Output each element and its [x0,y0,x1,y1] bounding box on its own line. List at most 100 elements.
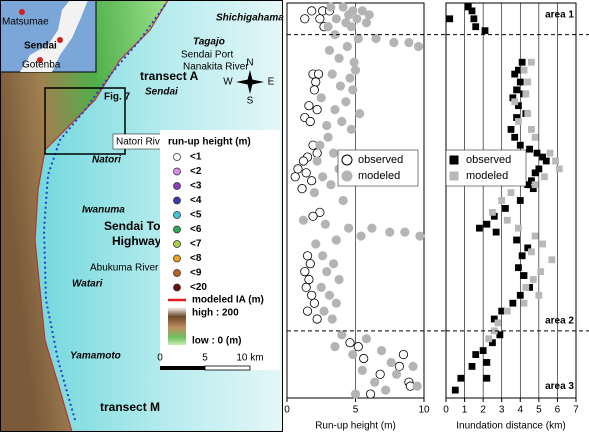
point [345,338,355,348]
point [535,291,543,299]
place-label: Highway [112,234,162,248]
x-axis-label: Inundation distance (km) [456,421,566,432]
point [323,22,333,32]
point [481,27,489,35]
place-label: transect M [100,400,160,414]
place-label: Nanakita River [183,62,249,73]
point [464,3,472,11]
point [489,208,496,216]
x-tick-label: 1 [462,405,468,416]
point [355,109,365,119]
legend-marker [173,196,181,205]
point [400,227,410,237]
legend-marker [449,155,459,165]
legend-marker [173,283,181,292]
point [331,298,341,308]
point [341,97,351,107]
inset-dot [57,37,63,43]
point [513,86,520,94]
point [489,339,496,347]
point [334,53,344,63]
point [537,268,545,276]
point [293,164,303,174]
legend-marker [173,182,181,190]
point [307,6,317,16]
point [331,14,341,24]
point [483,374,491,382]
point [322,266,332,277]
x-tick-label: 4 [518,405,524,416]
point [356,231,366,241]
point [526,145,533,153]
point [322,120,332,131]
point [335,81,346,91]
point [483,359,491,366]
legend-marker [173,225,181,234]
legend-label: <5 [190,210,202,221]
point [309,85,319,95]
legend-label: <9 [190,268,202,279]
point [300,14,310,24]
place-label: Natori [92,155,121,166]
point [531,181,539,189]
point [350,65,361,75]
point [290,172,300,182]
legend-label: <2 [190,166,202,177]
point [348,85,358,95]
point [516,291,524,299]
point [528,58,535,66]
point [338,2,348,12]
point [324,45,335,56]
point [376,345,387,356]
point [531,133,539,141]
legend-label: <7 [190,239,202,250]
place-label: Sendai Port [181,50,233,61]
land [0,0,169,432]
place-label: Sendai Tobu [104,219,175,233]
point [472,351,480,358]
legend-label: modeled [358,170,400,182]
point [539,240,546,248]
legend-marker [173,211,181,219]
legend-marker [173,269,181,277]
plot-area [445,2,577,399]
inset-dot [19,9,25,15]
point [328,259,339,269]
point [313,69,324,79]
inset-label: Sendai [24,41,57,52]
point [524,78,532,86]
point [301,168,311,178]
point [446,15,454,23]
point [516,141,524,149]
scale-bar [204,365,251,371]
point [531,169,539,177]
fig7-box [44,87,126,155]
compass-label: N [246,58,253,69]
point [312,314,322,324]
point [413,41,424,52]
point [323,132,333,142]
legend-label: <20 [190,282,207,293]
point [352,14,362,24]
point [520,66,528,74]
scale-label: 5 [202,353,208,364]
point [319,306,329,316]
compass-label: W [223,77,233,88]
point [327,69,337,79]
point [304,101,314,111]
point [520,272,528,279]
inset-label: Matsumae [2,17,49,28]
point [316,93,326,103]
point [344,223,354,233]
point [524,110,532,117]
place-label: Sendai [145,87,178,98]
point [301,282,311,292]
point [367,223,377,233]
point [552,157,559,165]
point [509,299,517,307]
point [381,385,391,395]
point [541,173,548,181]
place-label: Tagajo [193,37,225,48]
x-tick-label: 7 [573,405,579,416]
annotation: area 3 [545,381,574,392]
